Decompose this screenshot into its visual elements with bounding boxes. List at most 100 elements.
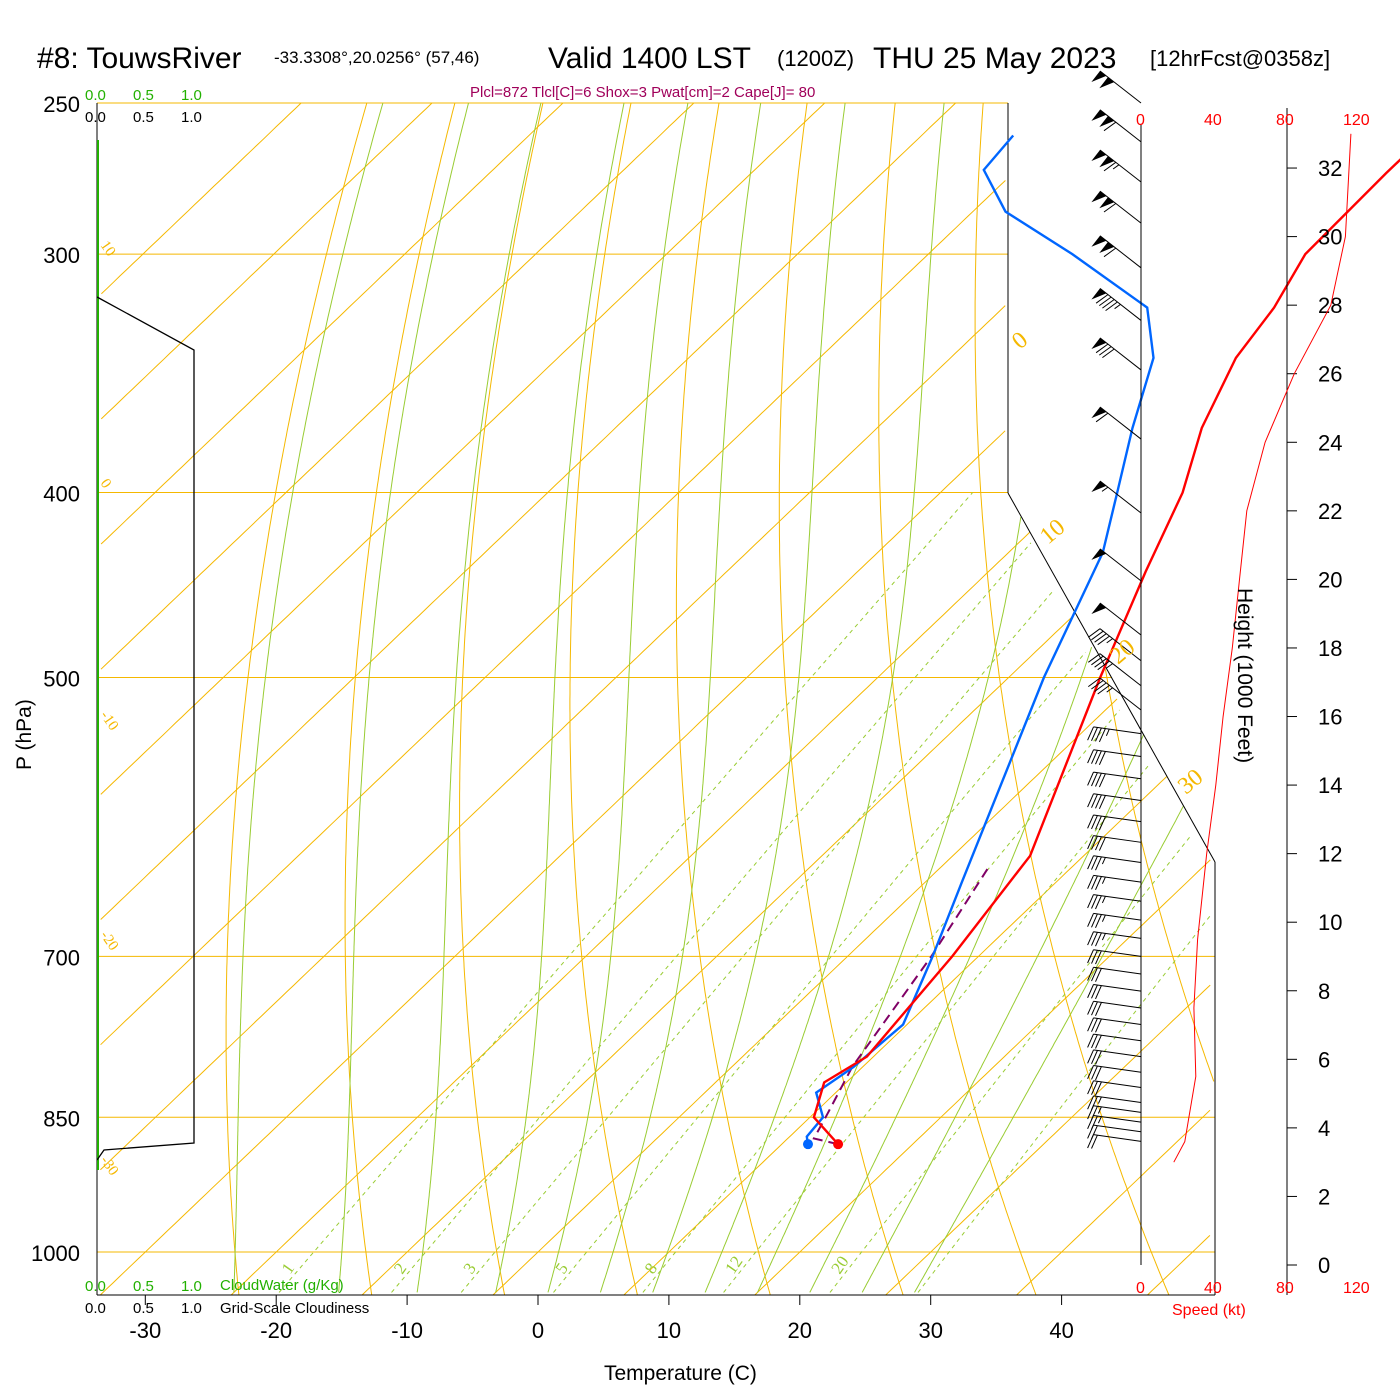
- x-axis-title: Temperature (C): [604, 1362, 757, 1385]
- temperature-axis-ticks: -30 -20 -10 0 10 20 30 40: [129, 1295, 1074, 1343]
- valid-date: THU 25 May 2023: [873, 42, 1116, 75]
- svg-text:1.0: 1.0: [181, 87, 202, 104]
- svg-text:Grid-Scale Cloudiness: Grid-Scale Cloudiness: [220, 1300, 369, 1317]
- wind-barb: [1087, 726, 1142, 743]
- wind-barbs: [1087, 70, 1142, 1149]
- cloud-scale-top: 0.0 0.5 1.0 0.0 0.5 1.0: [85, 87, 202, 126]
- wind-barb: [1091, 149, 1142, 183]
- surface-temperature-marker: [833, 1139, 844, 1150]
- wind-barb: [1091, 602, 1142, 636]
- dry-adiabat: [778, 102, 904, 1296]
- mixing-ratio-label: 3: [460, 1259, 480, 1277]
- wind-barb: [1088, 677, 1142, 711]
- height-tick-label: 20: [1318, 567, 1342, 592]
- svg-text:1.0: 1.0: [181, 1300, 202, 1317]
- pressure-tick-label: 250: [43, 92, 80, 117]
- mixing-ratio-line: [460, 589, 1055, 1293]
- isotherm-label: 10: [97, 238, 119, 259]
- valid-time: Valid 1400 LST: [548, 42, 751, 75]
- svg-text:0.0: 0.0: [85, 1278, 106, 1295]
- isotherm-label: 30: [1173, 764, 1208, 799]
- wind-barb: [1087, 855, 1142, 871]
- wind-barb: [1091, 190, 1142, 224]
- height-tick-label: 18: [1318, 636, 1342, 661]
- isotherm-label: -20: [97, 928, 122, 954]
- isotherm: [1016, 1109, 1211, 1296]
- stability-parameters: Plcl=872 Tlcl[C]=6 Shox=3 Pwat[cm]=2 Cap…: [470, 84, 815, 101]
- wind-barb: [1091, 235, 1142, 269]
- pressure-tick-label: 850: [43, 1106, 80, 1131]
- height-tick-label: 30: [1318, 225, 1342, 250]
- height-tick-label: 4: [1318, 1116, 1330, 1141]
- wind-barb: [1087, 894, 1142, 910]
- svg-text:1.0: 1.0: [181, 109, 202, 126]
- mixing-ratio-line: [391, 542, 1032, 1293]
- height-tick-label: 32: [1318, 156, 1342, 181]
- x-tick-label: -20: [260, 1318, 292, 1343]
- station-title: #8: TouwsRiver: [37, 42, 242, 75]
- mixing-ratio-labels: 1 2 3 5 8 12 20: [278, 1252, 853, 1277]
- wind-barb: [1087, 1000, 1142, 1017]
- isotherm: [100, 180, 1006, 1046]
- pressure-tick-label: 400: [43, 482, 80, 507]
- isotherm: [100, 102, 956, 920]
- wind-barb: [1091, 288, 1142, 321]
- pressure-tick-label: 500: [43, 667, 80, 692]
- x-tick-label: -10: [391, 1318, 423, 1343]
- mixing-ratio-label: 5: [552, 1259, 572, 1277]
- wind-barb: [1087, 749, 1142, 766]
- parcel-trace: [812, 868, 989, 1146]
- isotherm: [492, 698, 1118, 1296]
- isotherm: [100, 102, 826, 795]
- height-tick-label: 14: [1318, 773, 1342, 798]
- y-axis-title: P (hPa): [13, 699, 36, 770]
- isotherm: [100, 102, 564, 545]
- wind-barb: [1091, 548, 1142, 582]
- wind-barb: [1087, 1065, 1142, 1081]
- svg-text:120: 120: [1343, 1280, 1370, 1297]
- svg-text:120: 120: [1343, 112, 1370, 129]
- wind-barb: [1087, 835, 1142, 851]
- surface-dewpoint-marker: [802, 1139, 813, 1150]
- mixing-ratio-line: [829, 835, 1192, 1293]
- height-tick-label: 10: [1318, 910, 1342, 935]
- plot-frame: [96, 103, 1216, 1296]
- wind-barb: [1087, 1124, 1142, 1140]
- x-tick-label: 40: [1049, 1318, 1073, 1343]
- wind-barb: [1087, 1095, 1142, 1110]
- isotherm-label: 0: [97, 476, 114, 491]
- wind-barb: [1087, 1017, 1142, 1033]
- wind-speed-trace: [1173, 133, 1352, 1163]
- wind-barb: [1087, 793, 1142, 810]
- x-tick-label: 30: [918, 1318, 942, 1343]
- mixing-ratio-line: [642, 709, 1120, 1293]
- dry-adiabat: [675, 102, 771, 1296]
- wind-barb: [1091, 480, 1142, 514]
- mixing-ratio-label: 20: [827, 1252, 852, 1277]
- wind-barb: [1091, 406, 1142, 440]
- station-coords: -33.3308°,20.0256° (57,46): [274, 48, 479, 67]
- isotherm: [754, 859, 1211, 1296]
- x-tick-label: 10: [657, 1318, 681, 1343]
- wind-barb: [1088, 653, 1142, 687]
- svg-text:0: 0: [1136, 1280, 1145, 1297]
- mixing-ratio-label: 2: [390, 1259, 410, 1277]
- x-tick-label: -30: [129, 1318, 161, 1343]
- height-tick-label: 0: [1318, 1253, 1330, 1278]
- wind-barb: [1087, 1033, 1142, 1049]
- pressure-axis-ticks: 250 300 400 500 700 850 1000: [31, 92, 80, 1266]
- svg-text:0.5: 0.5: [133, 1278, 154, 1295]
- isobar-lines: [97, 102, 1215, 1253]
- svg-text:0: 0: [1136, 112, 1145, 129]
- wind-barb: [1091, 109, 1142, 143]
- isotherm: [885, 984, 1211, 1296]
- svg-text:0.5: 0.5: [133, 87, 154, 104]
- svg-text:80: 80: [1276, 1280, 1294, 1297]
- cloud-scale-bottom: 0.0 0.5 1.0 CloudWater (g/Kg) 0.0 0.5 1.…: [85, 1277, 369, 1317]
- forecast-info: [12hrFcst@0358z]: [1150, 46, 1330, 71]
- isotherm-label: 0: [1007, 327, 1033, 355]
- height-tick-label: 22: [1318, 499, 1342, 524]
- mixing-ratio-line: [278, 492, 973, 1293]
- moist-adiabat: [704, 102, 945, 1293]
